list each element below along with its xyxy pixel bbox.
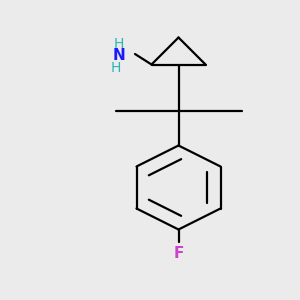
Text: H: H — [110, 61, 121, 74]
Text: F: F — [173, 246, 184, 261]
Text: H: H — [113, 37, 124, 50]
Text: N: N — [112, 48, 125, 63]
